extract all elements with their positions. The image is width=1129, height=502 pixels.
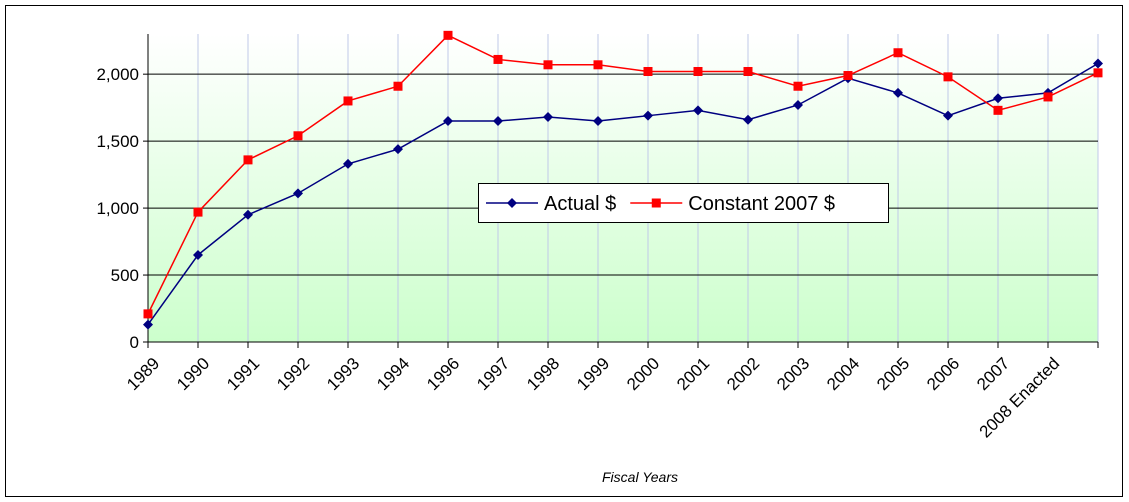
point (793, 99, 803, 110)
point (643, 110, 653, 121)
y-tick-label: 1,000 (96, 199, 139, 218)
point (243, 209, 253, 220)
point (243, 155, 253, 165)
point (993, 105, 1003, 115)
point (743, 114, 753, 125)
point (543, 112, 553, 123)
point (943, 72, 953, 82)
point (993, 93, 1003, 104)
point (693, 66, 703, 76)
point (1093, 68, 1103, 78)
point (193, 207, 203, 217)
point (1093, 58, 1103, 69)
point (543, 60, 553, 70)
y-tick-label: 0 (130, 333, 139, 352)
point (493, 116, 503, 127)
point (393, 144, 403, 155)
x-axis-title: Fiscal Years (602, 469, 678, 485)
point (393, 81, 403, 91)
series-line (147, 34, 1099, 315)
point (593, 60, 603, 70)
point (793, 81, 803, 91)
legend-marker (507, 198, 517, 208)
point (593, 116, 603, 127)
point (343, 158, 353, 169)
legend-marker (651, 198, 661, 208)
series-line (147, 62, 1099, 326)
point (743, 66, 753, 76)
point (643, 66, 653, 76)
point (843, 71, 853, 81)
point (893, 48, 903, 58)
point (493, 54, 503, 64)
point (693, 105, 703, 116)
point (943, 110, 953, 121)
point (343, 96, 353, 106)
point (443, 30, 453, 40)
legend-label: Actual $ (544, 193, 616, 215)
point (193, 249, 203, 260)
y-tick-label: 2,000 (96, 65, 139, 84)
legend: Actual $ Constant 2007 $ (478, 183, 889, 223)
y-tick-label: 500 (111, 266, 139, 285)
point (443, 116, 453, 127)
point (293, 131, 303, 141)
point (293, 188, 303, 199)
point (893, 87, 903, 98)
legend-label: Constant 2007 $ (688, 193, 835, 215)
y-tick-label: 1,500 (96, 132, 139, 151)
legend-box (478, 183, 889, 223)
point (1043, 92, 1053, 102)
point (143, 319, 153, 330)
point (143, 309, 153, 319)
